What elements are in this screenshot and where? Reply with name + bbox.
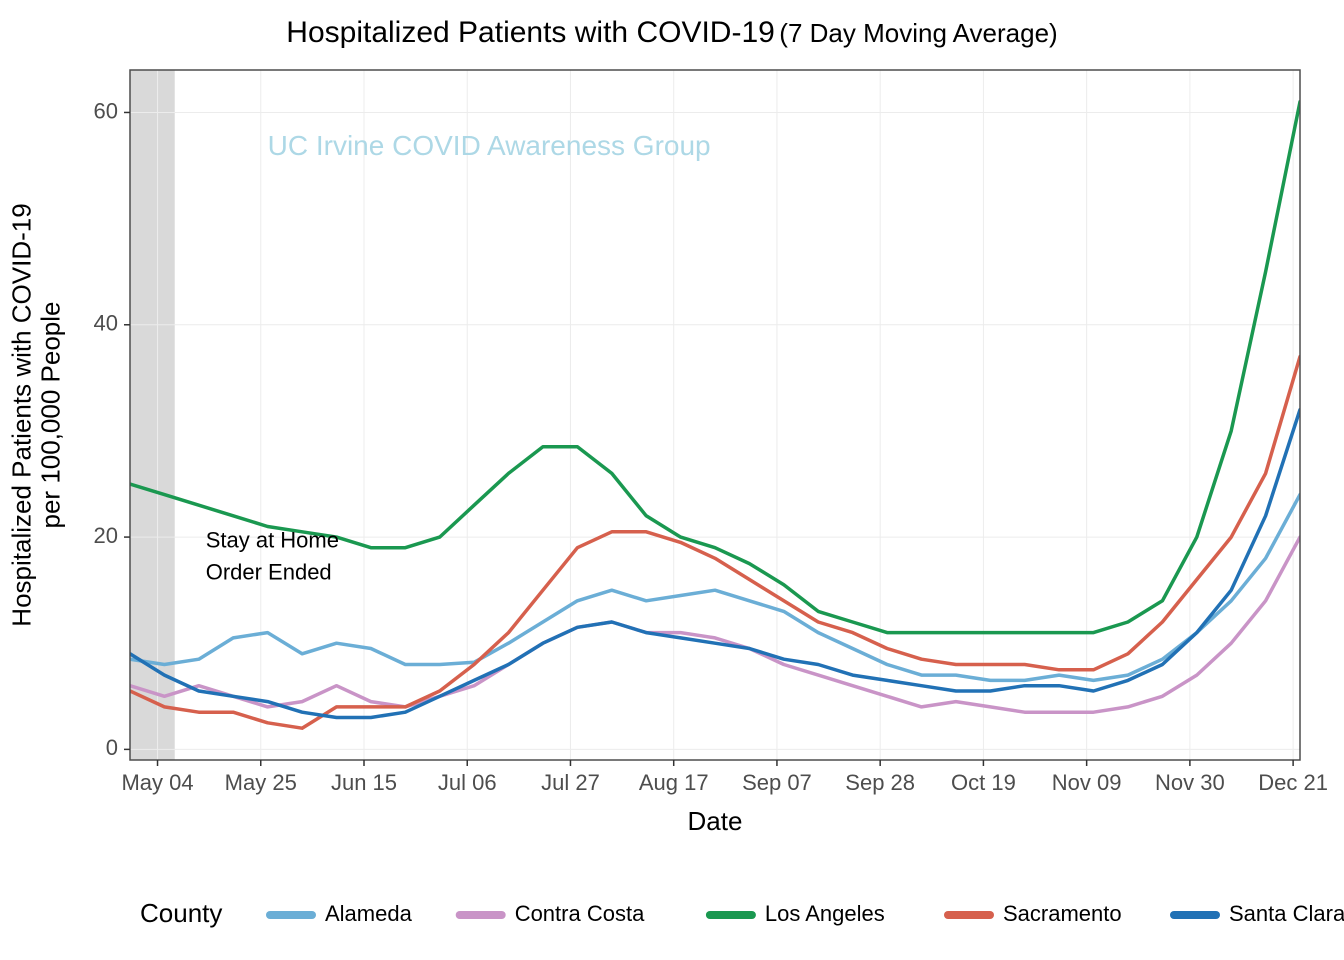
legend-label: Sacramento (1003, 901, 1122, 926)
series-line (130, 495, 1300, 681)
x-axis-title: Date (688, 806, 743, 836)
legend-label: Santa Clara (1229, 901, 1344, 926)
x-tick-label: Sep 28 (845, 770, 915, 795)
x-tick-label: May 04 (121, 770, 193, 795)
x-tick-label: Jul 06 (438, 770, 497, 795)
x-tick-label: Nov 09 (1052, 770, 1122, 795)
legend-label: Los Angeles (765, 901, 885, 926)
chart-title-row: Hospitalized Patients with COVID-19 (7 D… (0, 16, 1344, 50)
watermark-text: UC Irvine COVID Awareness Group (268, 130, 711, 161)
y-axis-title: Hospitalized Patients with COVID-19per 1… (7, 203, 66, 626)
legend-label: Alameda (325, 901, 413, 926)
legend-title: County (140, 898, 222, 928)
annotation-text: Order Ended (206, 560, 332, 585)
x-tick-label: May 25 (225, 770, 297, 795)
annotation-text: Stay at Home (206, 528, 339, 553)
x-tick-label: Oct 19 (951, 770, 1016, 795)
x-tick-label: Sep 07 (742, 770, 812, 795)
chart-title-main: Hospitalized Patients with COVID-19 (286, 16, 775, 49)
x-tick-label: Dec 21 (1258, 770, 1328, 795)
chart-svg: 0 20 40 60 May 04 May 25 Jun 15 Jul 06 Jul 27 Aug… (0, 0, 1344, 960)
series-group (130, 102, 1300, 728)
series-line (130, 102, 1300, 633)
y-tick-label: 20 (94, 523, 118, 548)
x-tick-label: Nov 30 (1155, 770, 1225, 795)
x-tick-label: Aug 17 (639, 770, 709, 795)
chart-container: Hospitalized Patients with COVID-19 (7 D… (0, 0, 1344, 960)
y-tick-label: 0 (106, 735, 118, 760)
chart-title-sub: (7 Day Moving Average) (779, 18, 1057, 48)
y-tick-label: 60 (94, 98, 118, 123)
legend-label: Contra Costa (515, 901, 645, 926)
y-tick-label: 40 (94, 311, 118, 336)
x-tick-label: Jul 27 (541, 770, 600, 795)
x-tick-label: Jun 15 (331, 770, 397, 795)
